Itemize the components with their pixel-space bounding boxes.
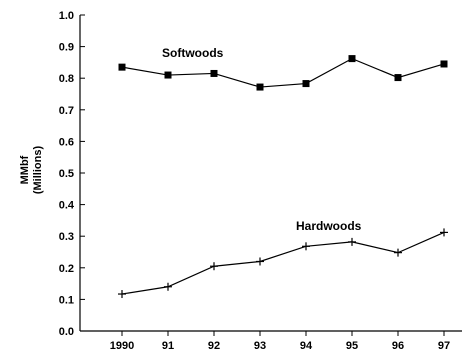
y-axis-ticks: 0.0 0.1 0.2 0.3 0.4 0.5 0.6 0.7 0.8 0.9 1.0 xyxy=(59,10,85,338)
y-tick-label: 0.1 xyxy=(59,294,74,306)
data-point-softwoods xyxy=(348,55,356,63)
data-point-hardwoods xyxy=(210,262,218,271)
data-point-softwoods xyxy=(440,60,448,68)
x-tick-label: 94 xyxy=(300,340,313,352)
x-tick-label: 95 xyxy=(346,340,358,352)
data-point-hardwoods xyxy=(164,282,172,291)
x-tick-label: 1990 xyxy=(110,340,134,352)
y-axis-title-line2: (Millions) xyxy=(32,146,44,195)
data-point-softwoods xyxy=(118,63,126,71)
data-point-hardwoods xyxy=(348,237,356,246)
x-tick-label: 97 xyxy=(438,340,450,352)
data-point-softwoods xyxy=(210,69,218,77)
y-tick-label: 0.7 xyxy=(59,105,74,117)
series-label-hardwoods: Hardwoods xyxy=(296,219,362,233)
series-lines xyxy=(121,57,445,295)
data-point-softwoods xyxy=(394,74,402,82)
y-tick-label: 0.2 xyxy=(59,263,74,275)
x-tick-label: 96 xyxy=(392,340,404,352)
y-tick-label: 0.9 xyxy=(59,42,74,54)
series-line-hardwoods xyxy=(121,231,445,295)
axes xyxy=(79,15,462,332)
y-tick-label: 0.5 xyxy=(59,168,74,180)
data-point-softwoods xyxy=(256,83,264,91)
y-tick-label: 0.6 xyxy=(59,136,74,148)
data-point-hardwoods xyxy=(394,248,402,257)
y-tick-label: 1.0 xyxy=(59,10,74,22)
data-point-hardwoods xyxy=(256,257,264,266)
x-tick-label: 91 xyxy=(162,340,174,352)
x-axis-ticks: 1990 91 92 93 94 95 96 97 xyxy=(110,331,450,352)
data-point-hardwoods xyxy=(118,290,126,299)
y-tick-label: 0.3 xyxy=(59,231,74,243)
data-point-softwoods xyxy=(164,71,172,79)
data-point-softwoods xyxy=(302,80,310,88)
series-line-softwoods xyxy=(121,57,445,88)
y-axis-title-line1: MMbf xyxy=(19,155,31,184)
series-label-softwoods: Softwoods xyxy=(162,46,224,60)
y-tick-label: 0.8 xyxy=(59,73,74,85)
data-point-hardwoods xyxy=(440,228,448,237)
x-tick-label: 93 xyxy=(254,340,266,352)
series-labels: Softwoods Hardwoods xyxy=(162,46,362,233)
y-tick-label: 0.4 xyxy=(59,200,75,212)
x-tick-label: 92 xyxy=(208,340,220,352)
y-tick-label: 0.0 xyxy=(59,326,74,338)
series-markers xyxy=(118,55,448,299)
data-point-hardwoods xyxy=(302,242,310,251)
